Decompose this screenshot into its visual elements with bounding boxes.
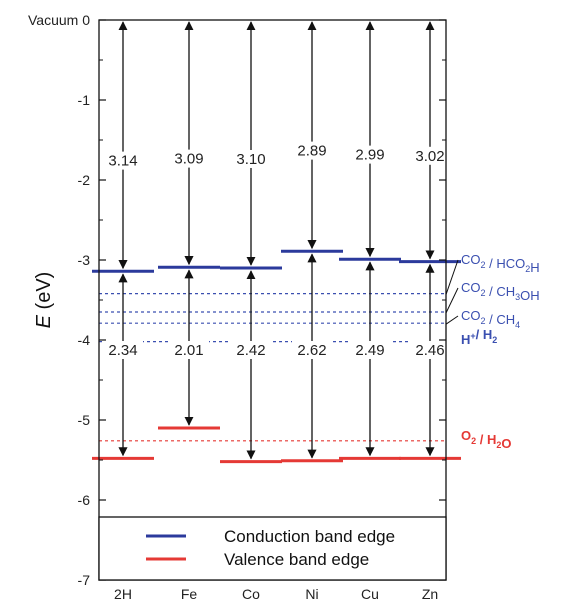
- ref-label-part: / H: [476, 432, 496, 447]
- vacuum-gap-label: 2.99: [355, 147, 384, 164]
- band-gap-label: 2.01: [174, 342, 203, 359]
- vacuum-gap-label-bg: [169, 149, 209, 168]
- reference-leader-line: [445, 315, 459, 325]
- reference-label: CO2 / HCO2H: [461, 252, 540, 275]
- ref-label-sub: 4: [515, 320, 520, 330]
- x-tick-label: 2H: [114, 586, 132, 602]
- ref-label-sub: 2: [481, 260, 486, 270]
- y-tick-label: -5: [78, 412, 91, 428]
- ref-label-part: OH: [520, 288, 540, 303]
- axes: Vacuum 0 -1 -2 -3 -4 -5 -6 -7 2H Fe Co Ni Cu Zn E (eV): [28, 12, 447, 602]
- band-edges: [92, 249, 461, 464]
- reference-label: H+/ H2: [461, 327, 497, 347]
- y-axis-title-var: E: [33, 314, 55, 328]
- ref-label-sub: 2: [481, 288, 486, 298]
- reference-label: O2 / H2O: [461, 428, 512, 451]
- band-gap-label-bg: [231, 341, 271, 359]
- x-tick-label: Co: [242, 586, 260, 602]
- ref-label-part: CO: [461, 308, 481, 323]
- energy-arrows: [118, 21, 435, 460]
- ref-label-part: / HCO: [486, 256, 526, 271]
- ref-label-part: O: [501, 436, 511, 451]
- ref-label-sub: 2: [496, 440, 501, 450]
- band-gap-label-bg: [410, 341, 450, 359]
- vacuum-gap-label: 3.09: [174, 151, 203, 168]
- ref-label-part: / CH: [486, 312, 516, 327]
- band-gap-label: 2.46: [415, 342, 444, 359]
- ref-label-sub: 2: [492, 335, 497, 345]
- reference-leader-line: [445, 287, 459, 314]
- vacuum-gap-label: 3.14: [108, 153, 137, 170]
- vacuum-gap-label-bg: [231, 150, 271, 168]
- band-gap-label-bg: [103, 341, 143, 359]
- y-tick-label: -4: [78, 332, 91, 348]
- vacuum-gap-label-bg: [350, 145, 390, 164]
- x-tick-label: Zn: [422, 586, 438, 602]
- legend-box: [98, 516, 447, 581]
- reference-label: CO2 / CH3OH: [461, 280, 540, 303]
- reference-leader-line: [445, 259, 459, 295]
- x-tick-label: Ni: [305, 586, 318, 602]
- ref-label-sub: 2: [525, 264, 530, 274]
- ref-label-part: H: [530, 260, 539, 275]
- legend-label: Valence band edge: [224, 550, 369, 569]
- vacuum-gap-label: 2.89: [297, 143, 326, 160]
- band-gap-label: 2.42: [236, 342, 265, 359]
- y-tick-label: Vacuum 0: [28, 12, 90, 28]
- band-gap-label: 2.34: [108, 342, 137, 359]
- reference-lines: [99, 293, 446, 442]
- band-gap-label: 2.62: [297, 342, 326, 359]
- y-axis-title: E (eV): [33, 272, 55, 329]
- band-gap-label-bg: [350, 341, 390, 359]
- x-tick-label: Cu: [361, 586, 379, 602]
- y-axis-title-unit: (eV): [33, 272, 55, 315]
- band-gap-label: 2.49: [355, 342, 384, 359]
- y-tick-label: -3: [78, 252, 91, 268]
- y-tick-label: -7: [78, 572, 91, 588]
- vacuum-gap-label: 3.10: [236, 151, 265, 168]
- ref-label-sub: 2: [481, 316, 486, 326]
- value-labels: 3.14 2.34 3.09 2.01 3.10 2.42 2.89 2.62 2.99 2.49…: [103, 141, 450, 359]
- ref-label-sub: 2: [471, 436, 476, 446]
- ref-label-part: CO: [461, 280, 481, 295]
- ref-label-part: CO: [461, 252, 481, 267]
- vacuum-gap-label-bg: [292, 141, 332, 160]
- ref-label-sup: +: [470, 331, 475, 341]
- legend: Conduction band edge Valence band edge: [98, 516, 447, 581]
- band-gap-label-bg: [169, 341, 209, 359]
- vacuum-gap-label-bg: [103, 151, 143, 170]
- y-tick-label: -2: [78, 172, 91, 188]
- vacuum-gap-label: 3.02: [415, 148, 444, 165]
- ref-label-part: / CH: [486, 284, 516, 299]
- ref-label-part: / H: [476, 327, 493, 342]
- ref-label-part: H: [461, 332, 470, 347]
- ref-label-part: O: [461, 428, 471, 443]
- y-tick-label: -6: [78, 492, 91, 508]
- reference-label: CO2 / CH4: [461, 308, 520, 330]
- band-gap-label-bg: [292, 341, 332, 359]
- x-tick-label: Fe: [181, 586, 198, 602]
- ref-label-sub: 3: [515, 292, 520, 302]
- y-tick-label: -1: [78, 92, 91, 108]
- plot-frame: [98, 19, 447, 581]
- vacuum-gap-label-bg: [410, 146, 450, 165]
- legend-label: Conduction band edge: [224, 527, 395, 546]
